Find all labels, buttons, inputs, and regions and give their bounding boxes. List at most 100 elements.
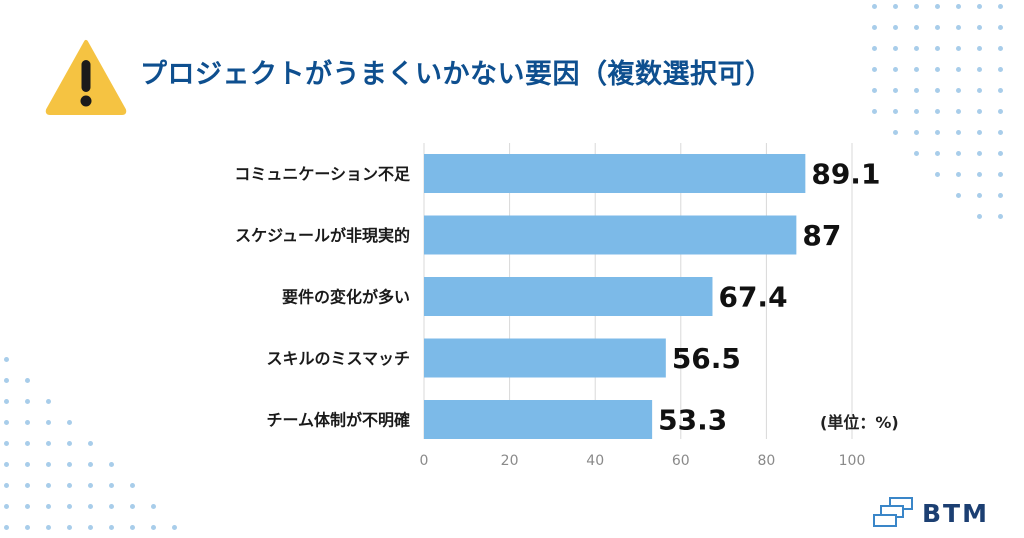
decorative-dot [46,462,51,467]
decorative-dot [46,441,51,446]
decorative-dot [67,525,72,530]
decorative-dot [46,420,51,425]
decorative-dot [130,525,135,530]
decorative-dot [956,109,961,114]
decorative-dot [914,130,919,135]
decorative-dot [893,88,898,93]
category-label: コミュニケーション不足 [234,165,411,184]
bar [424,338,666,378]
decorative-dot [935,88,940,93]
x-tick-labels: 0 20 40 60 80 100 [420,453,866,469]
decorative-dot [25,504,30,509]
decorative-dot [893,130,898,135]
value-label: 56.5 [672,342,741,375]
decorative-dot [872,46,877,51]
decorative-dot [4,378,9,383]
decorative-dot [977,130,982,135]
decorative-dot [956,172,961,177]
decorative-dot [25,525,30,530]
decorative-dot [977,214,982,219]
decorative-dot [130,483,135,488]
decorative-dot [172,525,177,530]
decorative-dot [4,357,9,362]
decorative-dot [25,420,30,425]
decorative-dot [935,151,940,156]
decorative-dot [25,483,30,488]
decorative-dot [977,193,982,198]
decorative-dot [935,67,940,72]
decorative-dot [935,4,940,9]
bar [424,154,806,193]
category-label: 要件の変化が多い [282,288,410,307]
decorative-dot [4,441,9,446]
warning-icon [45,40,127,115]
decorative-dot [109,525,114,530]
category-label: スキルのミスマッチ [266,349,410,368]
btm-logo-icon [873,497,913,527]
decorative-dot [977,88,982,93]
decorative-dot [88,525,93,530]
decorative-dot [46,483,51,488]
value-label: 89.1 [811,158,880,191]
decorative-dot [998,193,1003,198]
decorative-dot [893,67,898,72]
decorative-dot [46,525,51,530]
value-label: 67.4 [718,281,787,314]
decorative-dot [956,130,961,135]
decorative-dot [977,109,982,114]
decorative-dot [998,4,1003,9]
decorative-dot [998,151,1003,156]
x-tick-label: 0 [420,453,429,469]
decorative-dot [893,25,898,30]
decorative-dot [4,483,9,488]
decorative-dot [935,130,940,135]
decorative-dot [998,88,1003,93]
decorative-dot [872,25,877,30]
unit-label: (単位：%) [820,413,899,432]
decorative-dot [956,25,961,30]
chart-bars [424,154,806,439]
decorative-dot [935,46,940,51]
decorative-dot [893,109,898,114]
decorative-dot [998,214,1003,219]
decorative-dot [956,88,961,93]
decorative-dot [977,67,982,72]
decorative-dot [956,46,961,51]
btm-logo: BTM [872,496,989,530]
decorative-dot [130,504,135,509]
decorative-dot [151,504,156,509]
decorative-dot [977,4,982,9]
decorative-dot [956,4,961,9]
decorative-dot [872,109,877,114]
bar [424,400,653,439]
decorative-dot [109,462,114,467]
decorative-dot [67,441,72,446]
decorative-dot [914,46,919,51]
decorative-dot [998,109,1003,114]
decorative-dot [25,378,30,383]
decorative-dot [109,504,114,509]
bar [424,277,713,316]
decorative-dot [935,25,940,30]
decorative-dot [956,151,961,156]
decorative-dot [914,4,919,9]
decorative-dot [109,483,114,488]
decorative-dot [956,67,961,72]
decorative-dot [914,109,919,114]
logo-text: BTM [922,498,989,528]
decorative-dot [977,25,982,30]
bar [424,215,797,255]
decorative-dot [935,109,940,114]
decorative-dot [88,462,93,467]
decorative-dot [998,130,1003,135]
decorative-dot [998,172,1003,177]
page-title: プロジェクトがうまくいかない要因（複数選択可） [140,59,773,90]
value-label: 87 [802,219,841,252]
value-labels: 89.1 87 67.4 56.5 53.3 [658,158,880,437]
decorative-dot [4,525,9,530]
decorative-dot [151,525,156,530]
decorative-dot [88,441,93,446]
decorative-dot [4,504,9,509]
decorative-dot [46,399,51,404]
decorative-dot [67,483,72,488]
